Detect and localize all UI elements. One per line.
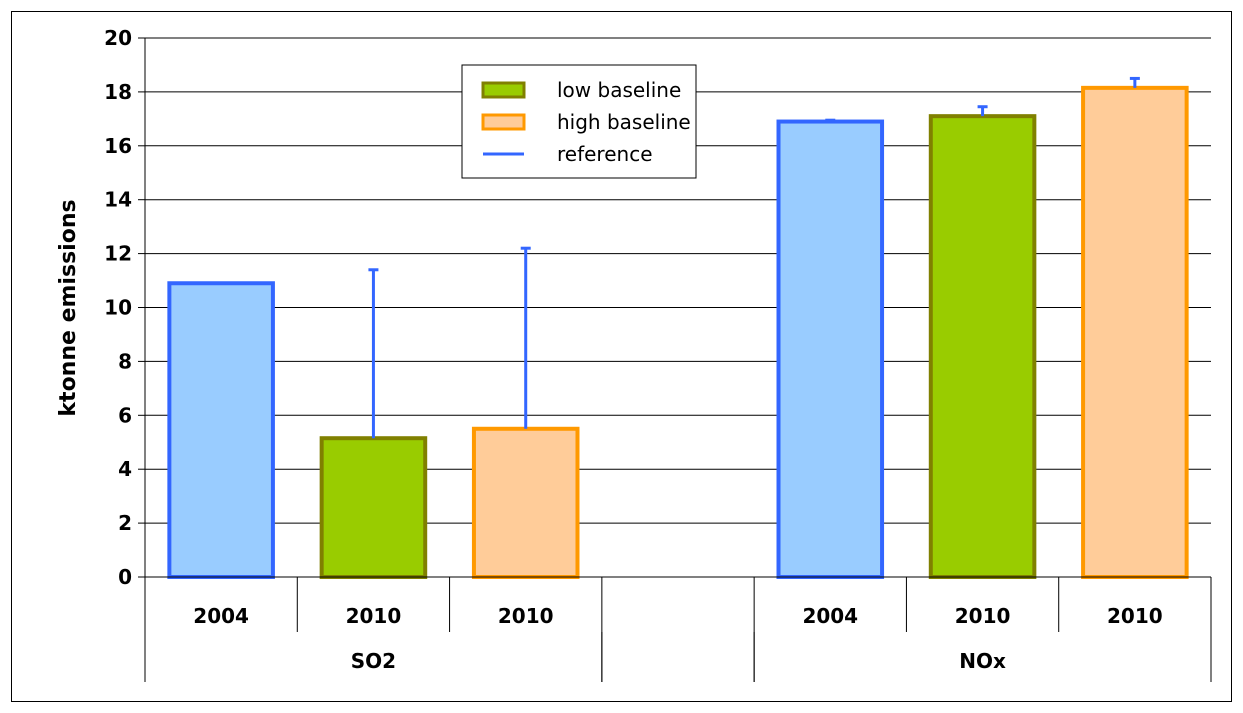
x-category-label: 2004 bbox=[193, 604, 249, 628]
x-category-label: 2010 bbox=[346, 604, 402, 628]
legend-label: high baseline bbox=[557, 110, 691, 134]
y-tick-label: 4 bbox=[118, 457, 132, 481]
y-tick-label: 16 bbox=[104, 134, 132, 158]
x-category-label: 2010 bbox=[498, 604, 554, 628]
bar bbox=[471, 426, 580, 579]
axes bbox=[138, 37, 1212, 682]
x-category-label: 2004 bbox=[802, 604, 858, 628]
y-tick-label: 14 bbox=[104, 188, 132, 212]
x-group-label: SO2 bbox=[351, 649, 396, 673]
legend-swatch bbox=[481, 113, 526, 131]
x-group-label: NOx bbox=[959, 649, 1006, 673]
axis-labels: 0 2 4 6 8 10 12 14 16 18 20 2004 2010 2010 2004 2010 201… bbox=[104, 26, 1163, 673]
y-tick-label: 6 bbox=[118, 403, 132, 427]
y-tick-label: 0 bbox=[118, 565, 132, 589]
error-bars bbox=[368, 76, 1140, 439]
x-category-label: 2010 bbox=[1107, 604, 1163, 628]
y-axis-title: ktonne emissions bbox=[56, 199, 81, 416]
bar bbox=[1081, 85, 1189, 579]
y-tick-label: 8 bbox=[118, 349, 132, 373]
x-category-label: 2010 bbox=[955, 604, 1011, 628]
legend-label: reference bbox=[557, 142, 653, 166]
y-tick-label: 20 bbox=[104, 26, 132, 50]
y-tick-label: 2 bbox=[118, 511, 132, 535]
y-tick-label: 18 bbox=[104, 80, 132, 104]
y-tick-label: 10 bbox=[104, 296, 132, 320]
bar bbox=[319, 436, 428, 579]
bar bbox=[167, 281, 275, 579]
y-tick-label: 12 bbox=[104, 242, 132, 266]
legend-label: low baseline bbox=[557, 78, 681, 102]
bar bbox=[928, 114, 1037, 579]
bar bbox=[776, 119, 885, 579]
legend: low baseline high baseline reference bbox=[461, 64, 697, 179]
legend-swatch bbox=[481, 81, 526, 99]
